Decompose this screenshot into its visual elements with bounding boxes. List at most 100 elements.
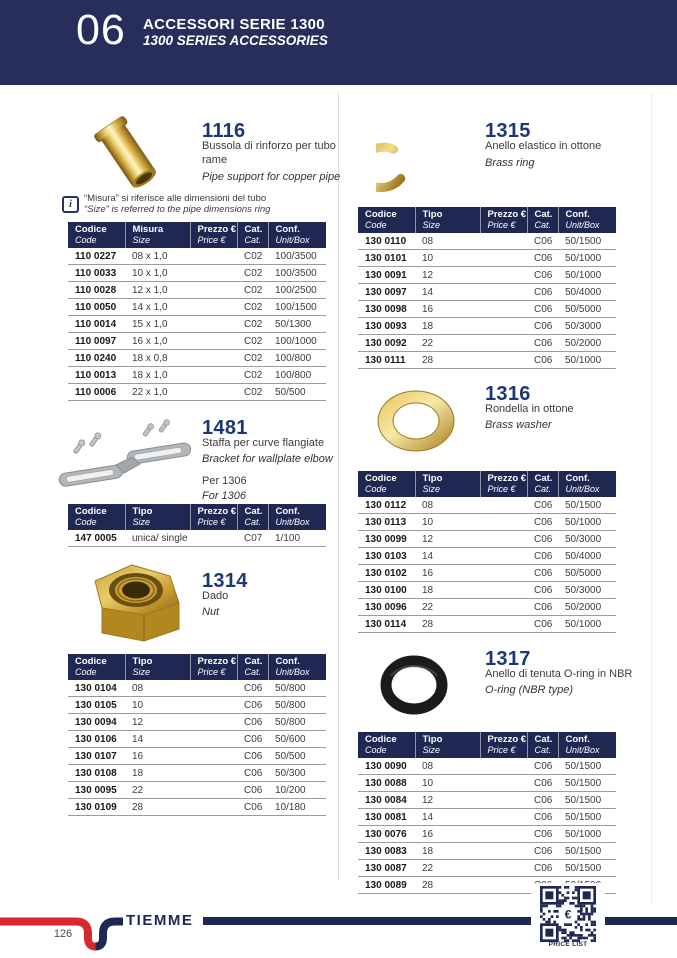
product-code: 1316 bbox=[485, 383, 531, 405]
product-name-en: Nut bbox=[202, 606, 220, 618]
column-header: Tipo Size bbox=[415, 471, 481, 497]
table-row: 130 0088 10 C06 50/1500 bbox=[358, 774, 616, 792]
column-header: Cat. Cat. bbox=[237, 504, 269, 530]
table-row: 130 0087 22 C06 50/1500 bbox=[358, 859, 616, 877]
table-row: 130 0076 16 C06 50/1000 bbox=[358, 825, 616, 843]
column-header: Tipo Size bbox=[125, 504, 191, 530]
column-header: Prezzo € Price € bbox=[190, 222, 238, 248]
column-header: Conf. Unit/Box bbox=[268, 222, 326, 248]
column-header: Prezzo € Price € bbox=[480, 732, 528, 758]
column-header: Tipo Size bbox=[415, 207, 481, 233]
column-header: Cat. Cat. bbox=[237, 654, 269, 680]
product-name-en: Brass washer bbox=[485, 419, 552, 431]
column-header: Conf. Unit/Box bbox=[268, 504, 326, 530]
product-ref-en: For 1306 bbox=[202, 490, 247, 502]
table-row: 130 0084 12 C06 50/1500 bbox=[358, 791, 616, 809]
column-header: Cat. Cat. bbox=[527, 471, 559, 497]
product-table-1314: Codice Code Tipo Size Prezzo € Price € Cat. Cat… bbox=[68, 654, 326, 816]
product-name-en: Brass ring bbox=[485, 157, 535, 169]
table-row: 130 0109 28 C06 10/180 bbox=[68, 798, 326, 816]
table-row: 110 0006 22 x 1,0 C02 50/500 bbox=[68, 383, 326, 401]
column-header: Conf. Unit/Box bbox=[268, 654, 326, 680]
column-header: Conf. Unit/Box bbox=[558, 207, 616, 233]
table-row: 110 0033 10 x 1,0 C02 100/3500 bbox=[68, 264, 326, 282]
table-row: 130 0092 22 C06 50/2000 bbox=[358, 334, 616, 352]
table-row: 130 0098 16 C06 50/5000 bbox=[358, 300, 616, 318]
brand-pipe-mark bbox=[0, 917, 123, 951]
price-list-label: PRICE LIST bbox=[548, 941, 588, 948]
table-row: 110 0097 16 x 1,0 C02 100/1000 bbox=[68, 332, 326, 350]
product-table-1116: Codice Code Misura Size Prezzo € Price € Cat. C… bbox=[68, 222, 326, 401]
table-row: 130 0094 12 C06 50/800 bbox=[68, 713, 326, 731]
table-row: 130 0113 10 C06 50/1000 bbox=[358, 513, 616, 531]
chapter-number: 06 bbox=[76, 6, 126, 54]
product-name-it: Bussola di rinforzo per tubo rame bbox=[202, 140, 336, 166]
column-header: Tipo Size bbox=[415, 732, 481, 758]
column-header: Prezzo € Price € bbox=[480, 471, 528, 497]
table-row: 110 0028 12 x 1,0 C02 100/2500 bbox=[68, 281, 326, 299]
product-ref-it: Per 1306 bbox=[202, 475, 247, 487]
table-row: 110 0050 14 x 1,0 C02 100/1500 bbox=[68, 298, 326, 316]
table-row: 147 0005 unica/ single C07 1/100 bbox=[68, 530, 326, 547]
table-row: 130 0105 10 C06 50/800 bbox=[68, 696, 326, 714]
product-table-1481: Codice Code Tipo Size Prezzo € Price € Cat. Cat… bbox=[68, 504, 326, 547]
column-divider bbox=[338, 92, 339, 880]
product-image-brass-ring bbox=[354, 126, 454, 199]
column-header: Tipo Size bbox=[125, 654, 191, 680]
header-title-en: 1300 SERIES ACCESSORIES bbox=[143, 33, 328, 48]
column-header: Cat. Cat. bbox=[527, 207, 559, 233]
product-code: 1317 bbox=[485, 648, 531, 670]
product-image-brass-nut bbox=[82, 563, 190, 656]
table-row: 130 0091 12 C06 50/1000 bbox=[358, 266, 616, 284]
product-name-en: Pipe support for copper pipe bbox=[202, 171, 341, 183]
table-row: 130 0099 12 C06 50/3000 bbox=[358, 530, 616, 548]
column-header: Prezzo € Price € bbox=[480, 207, 528, 233]
column-header: Prezzo € Price € bbox=[190, 654, 238, 680]
column-header: Codice Code bbox=[358, 732, 416, 758]
header-title-it: ACCESSORI SERIE 1300 bbox=[143, 16, 325, 33]
table-row: 130 0093 18 C06 50/3000 bbox=[358, 317, 616, 335]
table-row: 130 0114 28 C06 50/1000 bbox=[358, 615, 616, 633]
column-header: Cat. Cat. bbox=[237, 222, 269, 248]
product-code: 1315 bbox=[485, 120, 531, 142]
table-row: 130 0104 08 C06 50/800 bbox=[68, 680, 326, 697]
table-row: 130 0107 16 C06 50/500 bbox=[68, 747, 326, 765]
table-row: 130 0090 08 C06 50/1500 bbox=[358, 758, 616, 775]
table-row: 130 0103 14 C06 50/4000 bbox=[358, 547, 616, 565]
table-row: 130 0095 22 C06 10/200 bbox=[68, 781, 326, 799]
table-row: 130 0111 28 C06 50/1000 bbox=[358, 351, 616, 369]
product-table-1316: Codice Code Tipo Size Prezzo € Price € Cat. Cat… bbox=[358, 471, 616, 633]
table-row: 130 0102 16 C06 50/5000 bbox=[358, 564, 616, 582]
product-name-it: Rondella in ottone bbox=[485, 403, 574, 415]
size-note: “Misura” si riferisce alle dimensioni de… bbox=[84, 193, 334, 215]
table-row: 110 0013 18 x 1,0 C02 100/800 bbox=[68, 366, 326, 384]
product-table-1315: Codice Code Tipo Size Prezzo € Price € Cat. Cat… bbox=[358, 207, 616, 369]
product-name-it: Anello di tenuta O-ring in NBR bbox=[485, 668, 633, 680]
column-header: Prezzo € Price € bbox=[190, 504, 238, 530]
product-code: 1116 bbox=[202, 120, 246, 142]
product-image-o-ring bbox=[378, 654, 450, 723]
product-code: 1481 bbox=[202, 417, 248, 439]
info-icon: i bbox=[62, 196, 79, 213]
table-row: 110 0227 08 x 1,0 C02 100/3500 bbox=[68, 248, 326, 265]
size-note-en: “Size” is referred to the pipe dimension… bbox=[84, 204, 271, 215]
table-row: 130 0081 14 C06 50/1500 bbox=[358, 808, 616, 826]
column-header: Cat. Cat. bbox=[527, 732, 559, 758]
size-note-it: “Misura” si riferisce alle dimensioni de… bbox=[84, 193, 267, 204]
product-image-pipe-support bbox=[70, 116, 185, 199]
product-name-en: O-ring (NBR type) bbox=[485, 684, 574, 696]
product-image-bracket bbox=[56, 418, 196, 505]
product-name-it: Dado bbox=[202, 590, 229, 602]
column-header: Conf. Unit/Box bbox=[558, 732, 616, 758]
column-header: Conf. Unit/Box bbox=[558, 471, 616, 497]
table-row: 130 0112 08 C06 50/1500 bbox=[358, 497, 616, 514]
footer-bar bbox=[203, 917, 677, 925]
table-row: 130 0108 18 C06 50/300 bbox=[68, 764, 326, 782]
table-row: 130 0101 10 C06 50/1000 bbox=[358, 249, 616, 267]
table-row: 130 0100 18 C06 50/3000 bbox=[358, 581, 616, 599]
product-code: 1314 bbox=[202, 570, 248, 592]
product-table-1317: Codice Code Tipo Size Prezzo € Price € Cat. Cat… bbox=[358, 732, 616, 894]
column-header: Codice Code bbox=[68, 654, 126, 680]
product-name-it: Anello elastico in ottone bbox=[485, 140, 602, 152]
